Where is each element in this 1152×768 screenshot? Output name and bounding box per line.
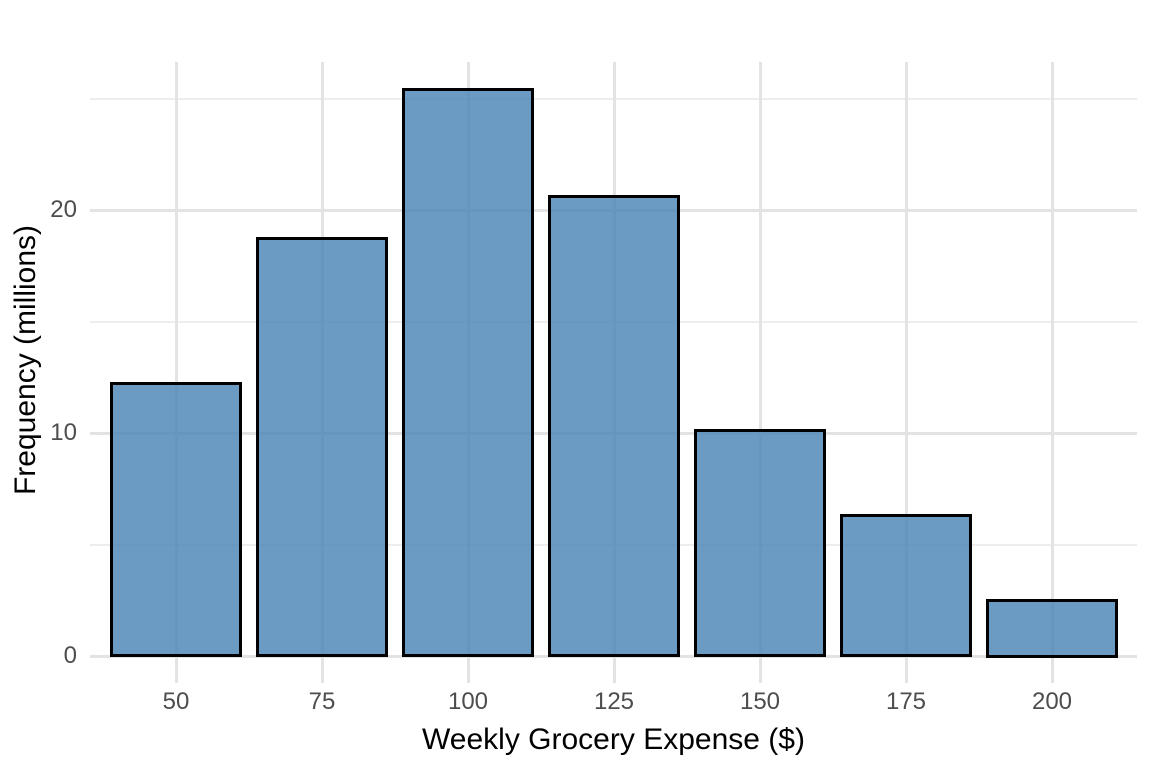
x-axis-title: Weekly Grocery Expense ($) [422,723,805,756]
x-tick-label-75: 75 [308,688,336,715]
plot-panel [90,62,1137,683]
major-gridline-x-150 [758,62,762,683]
bar-100 [402,88,534,658]
y-tick-label-20: 20 [50,196,77,223]
bar-50 [110,382,242,658]
bar-175 [840,514,972,658]
x-tick-label-50: 50 [162,688,190,715]
x-tick-label-125: 125 [593,688,635,715]
major-gridline-x-50 [174,62,178,683]
bar-150 [694,429,826,658]
y-tick-label-10: 10 [50,419,77,446]
x-tick-label-200: 200 [1031,688,1073,715]
x-tick-label-175: 175 [885,688,927,715]
bar-125 [548,195,680,658]
y-tick-label-0: 0 [63,642,77,669]
major-gridline-x-175 [904,62,908,683]
bar-75 [256,237,388,658]
x-tick-label-150: 150 [739,688,781,715]
x-tick-label-100: 100 [447,688,489,715]
major-gridline-x-200 [1050,62,1054,683]
y-axis-title: Frequency (millions) [9,224,42,496]
bar-200 [986,598,1118,658]
